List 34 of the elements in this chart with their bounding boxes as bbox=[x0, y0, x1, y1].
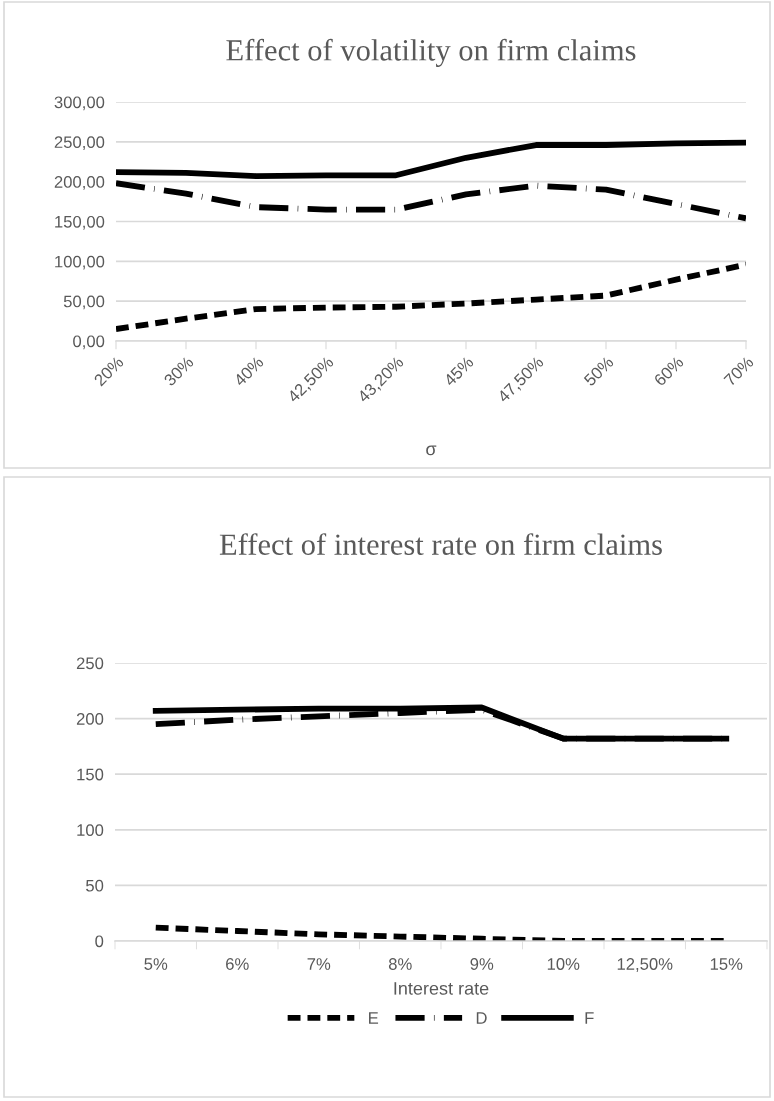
legend-label: F bbox=[585, 1012, 594, 1024]
chart-title: Effect of volatility on firm claims bbox=[226, 38, 636, 67]
y-tick-label: 150 bbox=[77, 768, 104, 781]
x-tick-label: 8% bbox=[388, 958, 412, 970]
x-tick-label: 6% bbox=[226, 958, 249, 970]
y-tick-label: 200 bbox=[76, 713, 104, 725]
x-axis-title: σ bbox=[426, 445, 437, 456]
y-tick-label: 250,00 bbox=[54, 136, 105, 151]
x-tick-label: 70% bbox=[723, 355, 755, 387]
y-tick-label: 250 bbox=[76, 657, 104, 670]
y-tick-label: 300,00 bbox=[54, 96, 105, 111]
y-tick-label: 150,00 bbox=[55, 215, 105, 230]
y-tick-label: 100 bbox=[77, 824, 104, 836]
y-tick-label: 100,00 bbox=[55, 255, 105, 270]
x-tick-label: 15% bbox=[710, 958, 743, 970]
x-tick-label: 12,50% bbox=[617, 958, 673, 972]
x-tick-label: 40% bbox=[233, 355, 265, 387]
x-tick-label: 60% bbox=[653, 355, 685, 387]
x-tick-label: 10% bbox=[547, 958, 580, 970]
x-axis-title: Interest rate bbox=[394, 982, 489, 995]
x-tick-label: 30% bbox=[163, 355, 195, 387]
x-tick-label: 5% bbox=[144, 958, 168, 970]
y-tick-label: 200,00 bbox=[54, 176, 105, 190]
y-tick-label: 50,00 bbox=[63, 295, 105, 310]
x-tick-label: 45% bbox=[443, 355, 475, 387]
y-tick-label: 0,00 bbox=[73, 335, 105, 350]
x-tick-label: 50% bbox=[583, 355, 615, 387]
y-tick-label: 50 bbox=[86, 879, 104, 892]
x-tick-label: 9% bbox=[470, 958, 494, 970]
y-tick-label: 0 bbox=[95, 935, 104, 948]
chart-title: Effect of interest rate on firm claims bbox=[219, 533, 662, 555]
legend-label: D bbox=[476, 1012, 487, 1024]
legend-label: E bbox=[369, 1012, 379, 1024]
x-tick-label: 7% bbox=[307, 958, 331, 970]
